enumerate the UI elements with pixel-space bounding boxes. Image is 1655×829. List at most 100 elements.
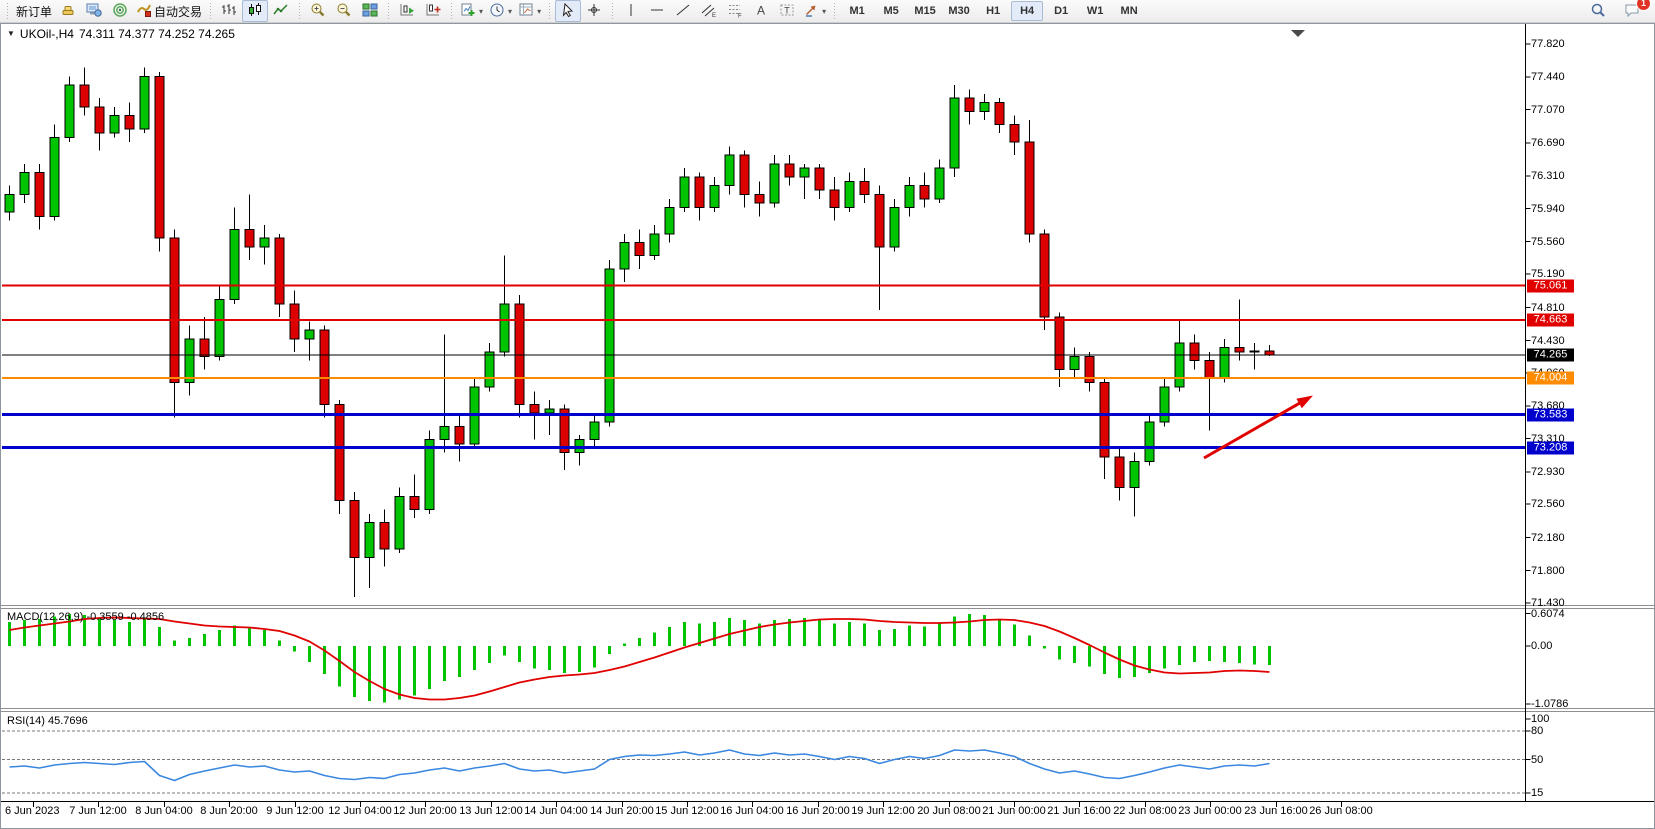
- macd-histogram-bar: [278, 640, 281, 646]
- timeframe-w1-button[interactable]: W1: [1086, 5, 1104, 17]
- candle: [274, 237, 285, 305]
- equidistant-channel-button[interactable]: E: [696, 0, 722, 22]
- candle: [604, 268, 615, 423]
- candle: [679, 176, 690, 208]
- signals-button[interactable]: [107, 0, 133, 22]
- candle: [1174, 342, 1185, 388]
- timeframe-m15-button[interactable]: M15: [914, 5, 936, 17]
- chevron-down-icon[interactable]: ▾: [537, 6, 542, 16]
- search-button[interactable]: [1585, 0, 1611, 22]
- timeframe-mn-button[interactable]: MN: [1120, 5, 1138, 17]
- time-axis-label: 21 Jun 00:00: [982, 805, 1046, 817]
- timeframe-m5-button[interactable]: M5: [883, 5, 899, 17]
- macd-histogram-bar: [383, 646, 386, 703]
- macd-histogram-bar: [503, 646, 506, 656]
- time-axis-label: 23 Jun 16:00: [1244, 805, 1308, 817]
- cursor-button[interactable]: [555, 0, 582, 22]
- macd-histogram-bar: [1118, 646, 1121, 678]
- candle: [304, 329, 315, 340]
- arrows-button[interactable]: ▾: [800, 0, 829, 22]
- macd-histogram-bar: [1163, 646, 1166, 669]
- candle: [319, 329, 330, 405]
- timeframe-d1-button[interactable]: D1: [1054, 5, 1069, 17]
- time-axis-label: 21 Jun 16:00: [1047, 805, 1111, 817]
- new-order-button[interactable]: 新订单: [13, 0, 55, 22]
- terminal-button[interactable]: [81, 0, 107, 22]
- chevron-down-icon[interactable]: ▾: [822, 6, 827, 16]
- notifications-button[interactable]: 1: [1619, 0, 1651, 22]
- macd-histogram-bar: [203, 634, 206, 646]
- zoom-out-button[interactable]: [331, 0, 357, 22]
- macd-histogram-bar: [23, 620, 26, 646]
- toolbar-grip[interactable]: [449, 3, 454, 19]
- vertical-line-button[interactable]: [618, 0, 644, 22]
- macd-histogram-bar: [113, 620, 116, 646]
- text-button[interactable]: A: [748, 0, 774, 22]
- candle: [514, 303, 525, 405]
- macd-histogram-bar: [1223, 646, 1226, 662]
- text-label-button[interactable]: T: [774, 0, 800, 22]
- macd-histogram-bar: [638, 638, 641, 646]
- toolbar-grip[interactable]: [208, 3, 213, 19]
- chart-shift-marker-icon[interactable]: [1291, 30, 1305, 37]
- macd-histogram-bar: [653, 632, 656, 646]
- macd-histogram-bar: [608, 646, 611, 654]
- bar-chart-button[interactable]: [216, 0, 242, 22]
- candle: [4, 194, 15, 213]
- chart-shift-button[interactable]: [420, 0, 446, 22]
- trendline-button[interactable]: [670, 0, 696, 22]
- chevron-down-icon[interactable]: ▾: [508, 6, 513, 16]
- macd-histogram-bar: [368, 646, 371, 701]
- templates-button[interactable]: ▾: [515, 0, 544, 22]
- vertical-line-icon: [623, 2, 639, 21]
- macd-signal-line: [9, 616, 1270, 701]
- cursor-icon: [560, 2, 576, 21]
- candle: [199, 338, 210, 357]
- fibonacci-button[interactable]: F: [722, 0, 748, 22]
- chart-symbol-period: UKOil-,H4: [19, 26, 74, 41]
- toolbar-grip[interactable]: [386, 3, 391, 19]
- periods-button[interactable]: ▾: [486, 0, 515, 22]
- timeframe-m30-button[interactable]: M30: [948, 5, 970, 17]
- macd-histogram-bar: [218, 630, 221, 646]
- macd-histogram-bar: [488, 646, 491, 663]
- horizontal-line-button[interactable]: [644, 0, 670, 22]
- candle: [1234, 347, 1245, 353]
- candle: [364, 522, 375, 558]
- toolbar-grip[interactable]: [610, 3, 615, 19]
- candle: [259, 237, 270, 248]
- crosshair-button[interactable]: [581, 0, 607, 22]
- candle: [34, 172, 45, 217]
- zoom-in-button[interactable]: [305, 0, 331, 22]
- macd-histogram-bar: [143, 619, 146, 646]
- chevron-down-icon[interactable]: ▾: [479, 6, 484, 16]
- tile-windows-button[interactable]: [357, 0, 383, 22]
- toolbar-grip[interactable]: [547, 3, 552, 19]
- candlestick-button[interactable]: [242, 0, 269, 22]
- timeframe-h1-button[interactable]: H1: [986, 5, 1001, 17]
- auto-trading-button[interactable]: 自动交易: [133, 0, 205, 22]
- macd-histogram-bar: [788, 619, 791, 646]
- collapse-chart-icon[interactable]: ▼: [7, 29, 15, 38]
- toolbar-grip[interactable]: [5, 3, 9, 19]
- candle: [724, 154, 735, 186]
- horizontal-level-lines[interactable]: [2, 284, 1525, 449]
- price-level-badge: 74.004: [1527, 371, 1574, 385]
- toolbar-grip[interactable]: [297, 3, 302, 19]
- timeframe-h4-button[interactable]: H4: [1011, 1, 1044, 21]
- macd-histogram-bar: [1088, 646, 1091, 667]
- candle: [529, 404, 540, 414]
- new-chart-button[interactable]: ▾: [457, 0, 486, 22]
- annotation-arrow[interactable]: [1203, 395, 1313, 460]
- macd-histogram-bar: [848, 622, 851, 646]
- macd-histogram-bar: [578, 646, 581, 672]
- gold-button[interactable]: [55, 0, 81, 22]
- rsi-level-lines: [2, 730, 1525, 794]
- chart-canvas[interactable]: [1, 24, 1654, 828]
- toolbar-grip[interactable]: [832, 3, 837, 19]
- line-chart-button[interactable]: [268, 0, 294, 22]
- candle: [934, 167, 945, 200]
- candle: [334, 404, 345, 501]
- auto-scroll-button[interactable]: [394, 0, 420, 22]
- timeframe-m1-button[interactable]: M1: [849, 5, 865, 17]
